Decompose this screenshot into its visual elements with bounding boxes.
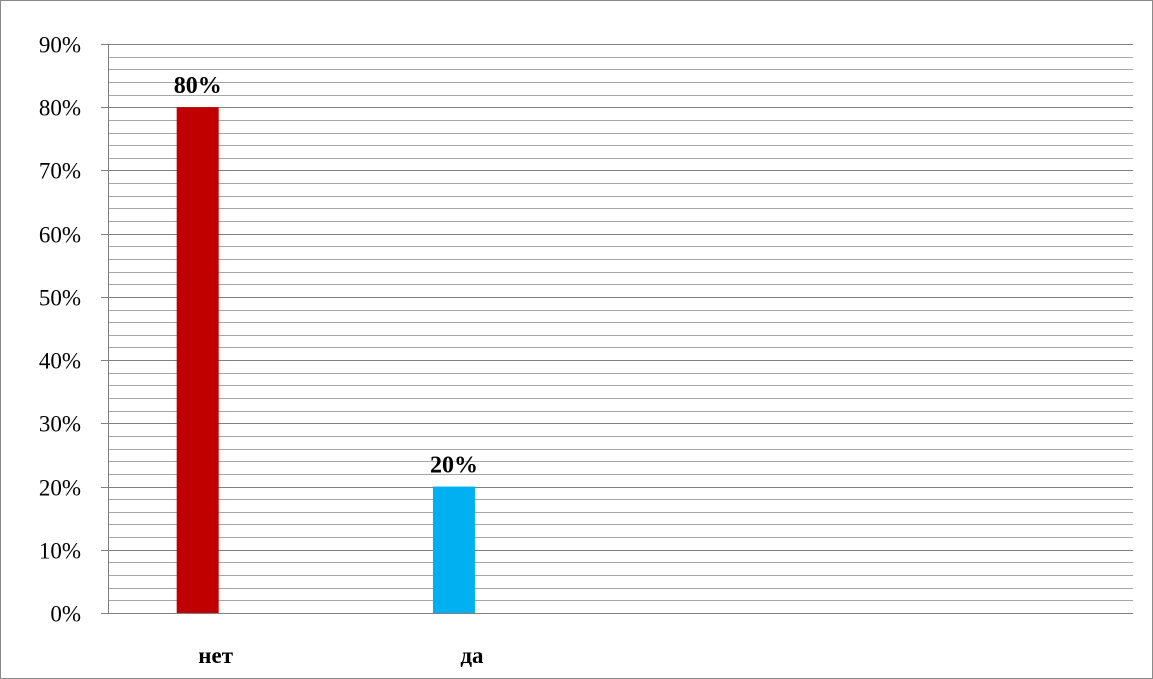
grid-lines <box>108 44 1133 614</box>
bar-2 <box>432 486 475 613</box>
y-tick-label: 50% <box>39 286 81 311</box>
bars <box>176 107 475 613</box>
axes <box>101 44 1133 614</box>
y-tick-label: 70% <box>39 159 81 184</box>
y-tick-label: 80% <box>39 96 81 121</box>
y-tick-label: 30% <box>39 412 81 437</box>
category-label: да <box>460 643 484 668</box>
y-tick-label: 10% <box>39 539 81 564</box>
y-tick-label: 90% <box>39 33 81 58</box>
data-label: 80% <box>174 73 222 99</box>
data-label: 20% <box>430 453 478 479</box>
bar-1 <box>176 107 219 613</box>
y-tick-label: 20% <box>39 476 81 501</box>
category-labels: нет да <box>198 643 484 668</box>
y-tick-label: 40% <box>39 349 81 374</box>
y-tick-label: 60% <box>39 223 81 248</box>
category-label: нет <box>198 643 233 668</box>
data-labels: 80% 20% <box>174 73 478 478</box>
y-tick-labels: 0% 10% 20% 30% 40% 50% 60% 70% 80% 90% <box>39 33 81 627</box>
y-tick-label: 0% <box>50 602 81 627</box>
